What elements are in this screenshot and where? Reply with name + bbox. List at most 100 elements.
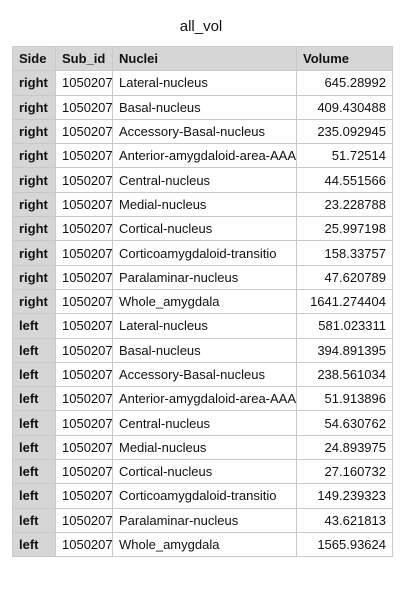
cell-nuclei[interactable]: Paralaminar-nucleus	[112, 507, 297, 533]
cell-sub-id[interactable]: 1050207	[55, 337, 113, 363]
cell-nuclei[interactable]: Anterior-amygdaloid-area-AAA	[112, 143, 297, 169]
cell-nuclei[interactable]: Accessory-Basal-nucleus	[112, 118, 297, 145]
cell-side[interactable]: right	[12, 143, 56, 169]
cell-volume[interactable]: 409.430488	[296, 94, 393, 120]
table-row: right 1050207 Cortical-nucleus 25.997198	[12, 216, 393, 242]
cell-volume[interactable]: 581.023311	[296, 313, 393, 339]
cell-side[interactable]: left	[12, 361, 56, 388]
cell-sub-id[interactable]: 1050207	[55, 483, 113, 509]
cell-volume[interactable]: 51.72514	[296, 143, 393, 169]
cell-sub-id[interactable]: 1050207	[55, 167, 113, 193]
cell-volume[interactable]: 158.33757	[296, 240, 393, 266]
column-header-side[interactable]: Side	[12, 45, 56, 72]
cell-nuclei[interactable]: Medial-nucleus	[112, 434, 297, 461]
cell-side[interactable]: right	[12, 264, 56, 290]
cell-volume[interactable]: 51.913896	[296, 386, 393, 412]
table-row: left 1050207 Lateral-nucleus 581.023311	[12, 313, 393, 339]
cell-nuclei[interactable]: Paralaminar-nucleus	[112, 264, 297, 290]
cell-volume[interactable]: 47.620789	[296, 264, 393, 290]
cell-sub-id[interactable]: 1050207	[55, 459, 113, 485]
cell-volume[interactable]: 44.551566	[296, 167, 393, 193]
cell-nuclei[interactable]: Anterior-amygdaloid-area-AAA	[112, 386, 297, 412]
column-header-volume[interactable]: Volume	[296, 45, 393, 72]
cell-volume[interactable]: 394.891395	[296, 337, 393, 363]
cell-volume[interactable]: 1565.93624	[296, 531, 393, 558]
cell-sub-id[interactable]: 1050207	[55, 313, 113, 339]
cell-side[interactable]: right	[12, 240, 56, 266]
cell-sub-id[interactable]: 1050207	[55, 191, 113, 218]
cell-side[interactable]: left	[12, 434, 56, 461]
cell-side[interactable]: right	[12, 288, 56, 315]
cell-sub-id[interactable]: 1050207	[55, 531, 113, 558]
cell-side[interactable]: right	[12, 216, 56, 242]
cell-nuclei[interactable]: Corticoamygdaloid-transitio	[112, 483, 297, 509]
cell-side[interactable]: right	[12, 94, 56, 120]
cell-volume[interactable]: 43.621813	[296, 507, 393, 533]
cell-volume[interactable]: 24.893975	[296, 434, 393, 461]
table-row: right 1050207 Corticoamygdaloid-transitio 1…	[12, 240, 393, 266]
cell-nuclei[interactable]: Central-nucleus	[112, 410, 297, 436]
cell-side[interactable]: left	[12, 313, 56, 339]
cell-volume[interactable]: 27.160732	[296, 459, 393, 485]
cell-sub-id[interactable]: 1050207	[55, 434, 113, 461]
cell-nuclei[interactable]: Whole_amygdala	[112, 288, 297, 315]
cell-sub-id[interactable]: 1050207	[55, 70, 113, 96]
cell-side[interactable]: right	[12, 70, 56, 96]
cell-nuclei[interactable]: Lateral-nucleus	[112, 313, 297, 339]
table-row: right 1050207 Basal-nucleus 409.430488	[12, 94, 393, 120]
cell-side[interactable]: left	[12, 337, 56, 363]
cell-volume[interactable]: 238.561034	[296, 361, 393, 388]
cell-volume[interactable]: 235.092945	[296, 118, 393, 145]
cell-nuclei[interactable]: Central-nucleus	[112, 167, 297, 193]
cell-nuclei[interactable]: Corticoamygdaloid-transitio	[112, 240, 297, 266]
cell-side[interactable]: left	[12, 507, 56, 533]
cell-volume[interactable]: 25.997198	[296, 216, 393, 242]
cell-side[interactable]: right	[12, 118, 56, 145]
cell-sub-id[interactable]: 1050207	[55, 240, 113, 266]
table-row: right 1050207 Central-nucleus 44.551566	[12, 167, 393, 193]
table-row: right 1050207 Paralaminar-nucleus 47.620789	[12, 264, 393, 290]
table-header: Side Sub_id Nuclei Volume	[12, 45, 393, 72]
sheet-title: all_vol	[179, 18, 223, 35]
cell-nuclei[interactable]: Basal-nucleus	[112, 94, 297, 120]
column-header-nuclei[interactable]: Nuclei	[112, 45, 297, 72]
cell-nuclei[interactable]: Lateral-nucleus	[112, 70, 297, 96]
cell-nuclei[interactable]: Whole_amygdala	[112, 531, 297, 558]
cell-sub-id[interactable]: 1050207	[55, 143, 113, 169]
table-row: right 1050207 Anterior-amygdaloid-area-AAA…	[12, 143, 393, 169]
cell-sub-id[interactable]: 1050207	[55, 410, 113, 436]
column-header-sub-id[interactable]: Sub_id	[55, 45, 113, 72]
cell-sub-id[interactable]: 1050207	[55, 118, 113, 145]
table-row: right 1050207 Medial-nucleus 23.228788	[12, 191, 393, 218]
cell-volume[interactable]: 54.630762	[296, 410, 393, 436]
table-row: left 1050207 Basal-nucleus 394.891395	[12, 337, 393, 363]
cell-volume[interactable]: 1641.274404	[296, 288, 393, 315]
cell-nuclei[interactable]: Medial-nucleus	[112, 191, 297, 218]
cell-sub-id[interactable]: 1050207	[55, 94, 113, 120]
cell-nuclei[interactable]: Cortical-nucleus	[112, 459, 297, 485]
cell-nuclei[interactable]: Accessory-Basal-nucleus	[112, 361, 297, 388]
cell-volume[interactable]: 149.239323	[296, 483, 393, 509]
cell-volume[interactable]: 23.228788	[296, 191, 393, 218]
cell-sub-id[interactable]: 1050207	[55, 216, 113, 242]
data-table: Side Sub_id Nuclei Volume right 1050207 La…	[12, 45, 393, 558]
cell-sub-id[interactable]: 1050207	[55, 288, 113, 315]
table-body: right 1050207 Lateral-nucleus 645.28992 righ…	[12, 70, 393, 558]
table-row: left 1050207 Cortical-nucleus 27.160732	[12, 459, 393, 485]
cell-nuclei[interactable]: Basal-nucleus	[112, 337, 297, 363]
cell-volume[interactable]: 645.28992	[296, 70, 393, 96]
cell-side[interactable]: right	[12, 191, 56, 218]
cell-nuclei[interactable]: Cortical-nucleus	[112, 216, 297, 242]
cell-sub-id[interactable]: 1050207	[55, 361, 113, 388]
cell-side[interactable]: left	[12, 531, 56, 558]
cell-side[interactable]: left	[12, 483, 56, 509]
cell-side[interactable]: left	[12, 410, 56, 436]
cell-sub-id[interactable]: 1050207	[55, 507, 113, 533]
cell-side[interactable]: left	[12, 459, 56, 485]
table-row: left 1050207 Paralaminar-nucleus 43.621813	[12, 507, 393, 533]
cell-sub-id[interactable]: 1050207	[55, 264, 113, 290]
cell-sub-id[interactable]: 1050207	[55, 386, 113, 412]
table-row: left 1050207 Medial-nucleus 24.893975	[12, 434, 393, 461]
cell-side[interactable]: right	[12, 167, 56, 193]
cell-side[interactable]: left	[12, 386, 56, 412]
